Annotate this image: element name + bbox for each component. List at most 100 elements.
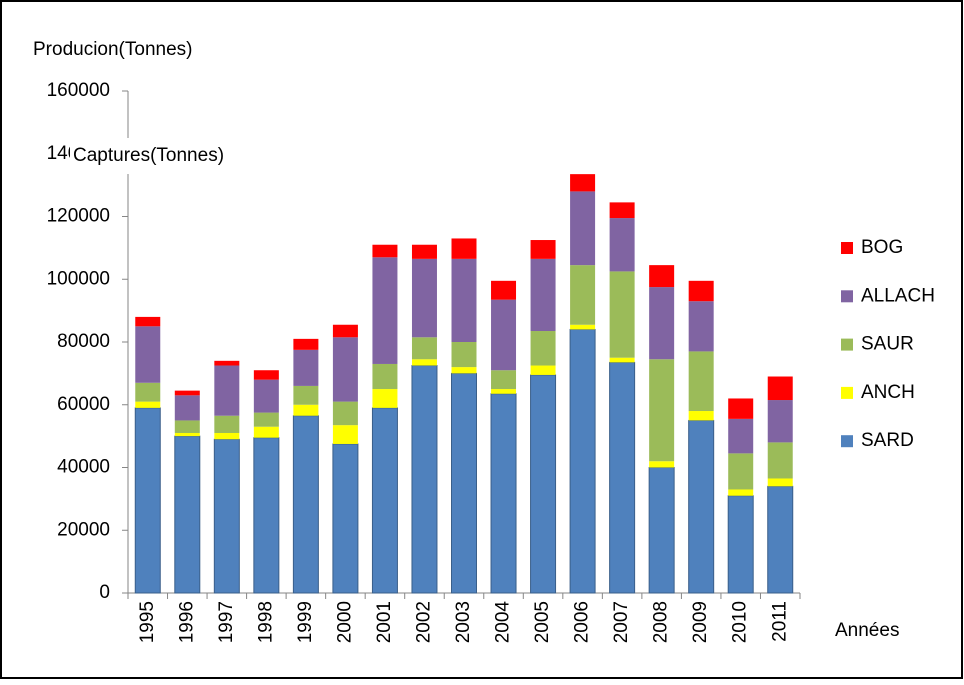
- bar-segment: [411, 359, 437, 366]
- bar-segment: [411, 365, 438, 594]
- bar-segment: [649, 265, 675, 288]
- bar-segment: [372, 389, 398, 408]
- bar-segment: [411, 244, 437, 259]
- bar-segment: [451, 258, 477, 342]
- x-tick-label: 2000: [334, 601, 355, 643]
- bar-segment: [491, 299, 517, 371]
- bar-segment: [411, 258, 437, 338]
- bar-segment: [293, 385, 319, 405]
- bar-segment: [570, 324, 596, 330]
- bar-segment: [530, 240, 556, 259]
- legend-label: ALLACH: [861, 285, 935, 306]
- bar-segment: [214, 360, 240, 366]
- annotation: Captures(Tonnes): [73, 145, 224, 166]
- bar-segment: [253, 412, 279, 427]
- bar-segment: [728, 453, 754, 490]
- bar-segment: [491, 370, 517, 390]
- legend-swatch: [841, 338, 853, 351]
- y-tick-label: 80000: [57, 331, 110, 352]
- annotation-box: [70, 138, 290, 174]
- bar-segment: [609, 271, 635, 358]
- legend-swatch: [841, 290, 853, 303]
- bar-segment: [609, 202, 635, 219]
- x-axis-label: Années: [835, 620, 899, 641]
- x-tick-label: 1996: [176, 601, 197, 643]
- legend-swatch: [841, 242, 853, 254]
- bar-segment: [332, 324, 358, 338]
- bar-segment: [609, 218, 635, 272]
- bar-segment: [213, 438, 240, 594]
- bar-segment: [451, 367, 477, 374]
- bar-segment: [372, 257, 398, 364]
- bar-segment: [214, 432, 240, 440]
- x-tick-label: 2001: [374, 601, 395, 643]
- bar-segment: [135, 316, 161, 327]
- bar-segment: [253, 379, 279, 413]
- x-tick-label: 1995: [137, 601, 158, 643]
- bar-segment: [174, 435, 201, 594]
- y-tick-label: 0: [99, 582, 110, 603]
- x-tick-label: 2008: [651, 601, 672, 643]
- x-tick-label: 2010: [730, 601, 751, 643]
- bar-segment: [569, 328, 596, 594]
- y-tick-label: 40000: [57, 457, 110, 478]
- bar-segment: [649, 359, 675, 462]
- bar-segment: [411, 337, 437, 360]
- bar-segment: [293, 338, 319, 350]
- bar-segment: [174, 390, 200, 396]
- bar-segment: [491, 389, 517, 394]
- bar-segment: [253, 437, 280, 594]
- bar-segment: [767, 376, 793, 401]
- bar-segment: [372, 244, 398, 258]
- bar-segment: [530, 365, 556, 375]
- bar-segment: [332, 337, 358, 402]
- bar-segment: [649, 287, 675, 360]
- bar-segment: [688, 351, 714, 412]
- bar-segment: [293, 349, 319, 386]
- bar-segment: [490, 393, 517, 594]
- bar-segment: [372, 363, 398, 390]
- x-tick-label: 2009: [690, 601, 711, 643]
- bar-segment: [767, 442, 793, 479]
- legend-label: BOG: [861, 237, 903, 258]
- legend-swatch: [841, 386, 853, 399]
- x-tick-label: 2007: [611, 601, 632, 643]
- bar-segment: [727, 495, 754, 594]
- bar-segment: [570, 191, 596, 266]
- bar-segment: [293, 404, 319, 416]
- bar-segment: [688, 419, 715, 594]
- x-tick-label: 2004: [493, 601, 514, 644]
- bar-segment: [332, 443, 359, 594]
- bar-segment: [688, 301, 714, 352]
- y-tick-label: 100000: [47, 268, 110, 289]
- bar-segment: [214, 415, 240, 433]
- y-tick-label: 20000: [57, 519, 110, 540]
- x-tick-label: 2002: [413, 601, 434, 643]
- bar-segment: [491, 280, 517, 300]
- bar-segment: [609, 357, 635, 363]
- legend-label: SAUR: [861, 334, 914, 355]
- bar-segment: [135, 382, 161, 402]
- bar-segment: [767, 400, 793, 443]
- bar-segment: [570, 174, 596, 192]
- bar-segment: [649, 461, 675, 468]
- bar-segment: [135, 326, 161, 383]
- bar-segment: [767, 478, 793, 487]
- bar-segment: [728, 398, 754, 419]
- bar-segment: [688, 411, 714, 421]
- bar-segment: [767, 485, 794, 594]
- bar-segment: [134, 407, 161, 594]
- bar-segment: [451, 342, 477, 368]
- x-tick-label: 1998: [255, 601, 276, 643]
- bar-segment: [451, 238, 477, 259]
- bar-segment: [174, 395, 200, 421]
- bar-segment: [728, 489, 754, 496]
- bar-segment: [688, 280, 714, 302]
- bar-segment: [253, 370, 279, 380]
- bar-segment: [214, 365, 240, 416]
- bar-segment: [174, 432, 200, 437]
- bar-segment: [292, 415, 319, 594]
- bar-segment: [371, 407, 398, 594]
- x-tick-label: 1999: [295, 601, 316, 643]
